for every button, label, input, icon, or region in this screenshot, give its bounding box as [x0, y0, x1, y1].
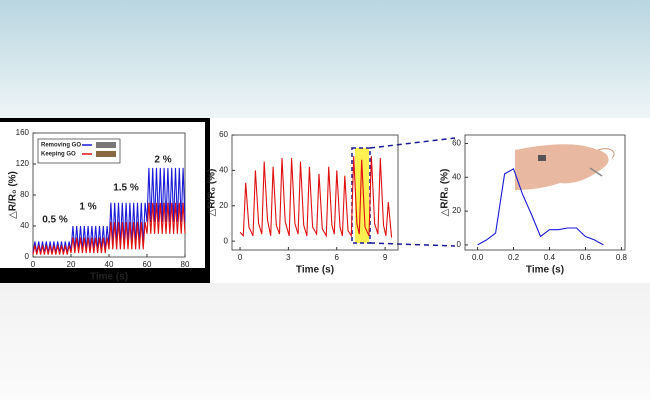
y-tick-label: 40	[452, 172, 461, 181]
plot-area	[231, 134, 399, 251]
x-tick-label: 0.4	[544, 253, 556, 262]
plot-area	[464, 134, 626, 251]
y-axis-label: △R/R₀ (%)	[207, 169, 218, 217]
y-tick-label: 0	[224, 236, 229, 245]
x-tick-label: 80	[181, 260, 190, 269]
wrist-photo	[515, 144, 615, 190]
x-tick-label: 0.2	[508, 253, 520, 262]
x-tick-label: 40	[105, 260, 114, 269]
annotation: 1.5 %	[113, 183, 139, 194]
x-tick-label: 0.8	[616, 253, 628, 262]
x-tick-label: 3	[286, 253, 291, 262]
annotation: 1 %	[79, 202, 96, 213]
legend-sample	[96, 151, 116, 157]
x-tick-label: 9	[383, 253, 388, 262]
x-tick-label: 0.6	[580, 253, 592, 262]
y-tick-label: 20	[452, 206, 461, 215]
x-tick-label: 6	[335, 253, 340, 262]
x-tick-label: 20	[67, 260, 76, 269]
y-tick-label: 60	[452, 139, 461, 148]
x-tick-label: 0.0	[472, 253, 484, 262]
y-tick-label: 160	[16, 128, 30, 137]
x-axis-label: Time (s)	[526, 265, 564, 276]
y-tick-label: 60	[219, 130, 228, 139]
x-tick-label: 0	[238, 253, 243, 262]
y-axis-label: △R/R₀ (%)	[440, 169, 451, 217]
y-tick-label: 20	[219, 201, 228, 210]
legend-sample	[96, 142, 116, 148]
y-tick-label: 40	[20, 221, 29, 230]
legend-label: Keeping GO	[41, 152, 76, 158]
x-tick-label: 60	[143, 260, 152, 269]
header-background	[0, 0, 650, 118]
annotation: 0.5 %	[42, 215, 68, 226]
y-tick-label: 120	[16, 159, 30, 168]
y-tick-label: 0	[25, 252, 30, 261]
y-tick-label: 40	[219, 165, 228, 174]
y-axis-label: △R/R₀ (%)	[8, 171, 19, 219]
data-line	[239, 156, 393, 238]
data-line	[477, 167, 604, 246]
annotation: 2 %	[154, 155, 171, 166]
footer-background	[0, 283, 650, 400]
y-tick-label: 80	[20, 190, 29, 199]
series-line	[32, 202, 186, 255]
legend-label: Removing GO	[41, 143, 81, 149]
x-axis-label: Time (s)	[90, 272, 128, 283]
highlight	[355, 148, 369, 243]
x-tick-label: 0	[31, 260, 36, 269]
y-tick-label: 0	[457, 240, 462, 249]
x-axis-label: Time (s)	[296, 265, 334, 276]
